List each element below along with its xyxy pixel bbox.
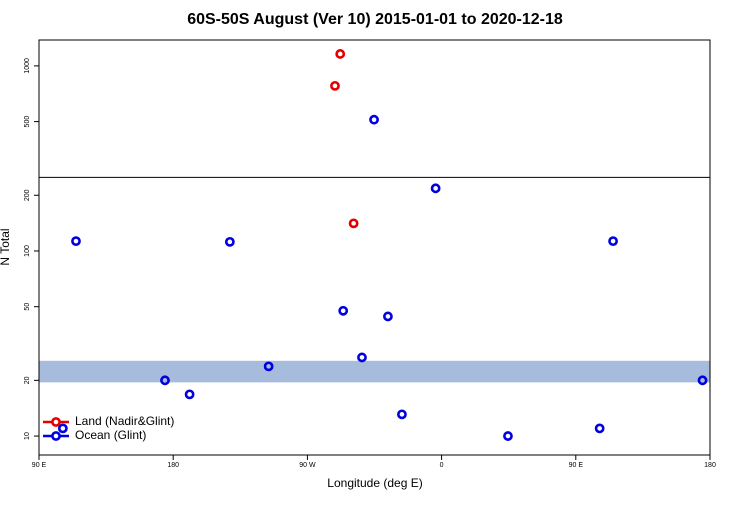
y-tick-label: 500 xyxy=(24,116,31,128)
y-tick-label: 200 xyxy=(24,189,31,201)
x-tick-label: 180 xyxy=(704,462,716,469)
x-tick-label: 90 W xyxy=(299,462,316,469)
legend-marker xyxy=(51,417,61,427)
point xyxy=(71,236,81,247)
x-tick-label: 90 E xyxy=(569,462,584,469)
chart-title: 60S-50S August (Ver 10) 2015-01-01 to 20… xyxy=(187,11,563,28)
plot-frame xyxy=(38,39,711,456)
point xyxy=(608,236,618,247)
point xyxy=(369,114,379,125)
point xyxy=(348,218,359,229)
x-axis-label: Longitude (deg E) xyxy=(327,476,422,490)
point xyxy=(330,80,340,91)
point xyxy=(357,352,367,363)
point xyxy=(383,311,393,322)
point xyxy=(263,361,274,372)
point xyxy=(160,375,170,386)
point xyxy=(184,389,195,400)
y-tick-label: 20 xyxy=(24,376,31,384)
y-axis-label: N Total xyxy=(0,228,12,265)
point xyxy=(594,423,605,434)
x-tick-label: 180 xyxy=(167,462,179,469)
band xyxy=(39,360,710,383)
y-tick-label: 10 xyxy=(24,432,31,440)
point xyxy=(697,375,708,386)
point xyxy=(397,409,407,420)
legend-marker xyxy=(51,431,61,441)
legend-label: Land (Nadir&Glint) xyxy=(75,414,174,428)
point xyxy=(338,305,349,316)
point xyxy=(224,236,235,247)
y-tick-label: 100 xyxy=(24,245,31,257)
point xyxy=(430,183,441,194)
x-tick-label: 90 E xyxy=(32,462,47,469)
point xyxy=(503,431,513,441)
y-tick-label: 50 xyxy=(24,303,31,311)
point xyxy=(57,423,68,434)
y-tick-label: 1000 xyxy=(24,58,31,74)
legend-label: Ocean (Glint) xyxy=(75,428,146,442)
x-tick-label: 0 xyxy=(440,462,444,469)
point xyxy=(335,49,346,59)
